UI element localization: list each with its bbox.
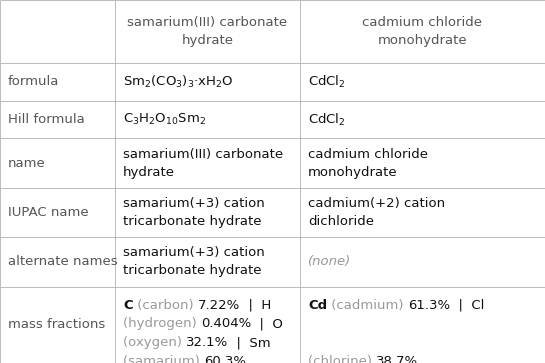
Text: mass fractions: mass fractions xyxy=(8,318,105,331)
Text: samarium(+3) cation
tricarbonate hydrate: samarium(+3) cation tricarbonate hydrate xyxy=(123,246,265,277)
Text: name: name xyxy=(8,156,46,170)
Text: cadmium chloride
monohydrate: cadmium chloride monohydrate xyxy=(362,16,482,47)
Text: Cd: Cd xyxy=(308,299,327,311)
Text: |  H: | H xyxy=(240,299,271,311)
Text: (carbon): (carbon) xyxy=(132,299,197,311)
Text: 60.3%: 60.3% xyxy=(204,355,246,363)
Text: cadmium(+2) cation
dichloride: cadmium(+2) cation dichloride xyxy=(308,197,445,228)
Text: samarium(+3) cation
tricarbonate hydrate: samarium(+3) cation tricarbonate hydrate xyxy=(123,197,265,228)
Text: IUPAC name: IUPAC name xyxy=(8,206,89,219)
Text: alternate names: alternate names xyxy=(8,256,118,268)
Text: Hill formula: Hill formula xyxy=(8,113,85,126)
Text: (none): (none) xyxy=(308,256,351,268)
Text: C$_3$H$_2$O$_{10}$Sm$_2$: C$_3$H$_2$O$_{10}$Sm$_2$ xyxy=(123,112,206,127)
Text: (chlorine): (chlorine) xyxy=(308,355,376,363)
Text: 0.404%: 0.404% xyxy=(201,317,251,330)
Text: CdCl$_2$: CdCl$_2$ xyxy=(308,74,346,90)
Text: C: C xyxy=(123,299,132,311)
Text: cadmium chloride
monohydrate: cadmium chloride monohydrate xyxy=(308,148,428,179)
Text: 32.1%: 32.1% xyxy=(186,336,228,349)
Text: (samarium): (samarium) xyxy=(123,355,204,363)
Text: |  Cl: | Cl xyxy=(450,299,485,311)
Text: samarium(III) carbonate
hydrate: samarium(III) carbonate hydrate xyxy=(128,16,288,47)
Text: |  O: | O xyxy=(251,317,283,330)
Text: Sm$_2$(CO$_3$)$_3$·xH$_2$O: Sm$_2$(CO$_3$)$_3$·xH$_2$O xyxy=(123,74,234,90)
Text: (oxygen): (oxygen) xyxy=(123,336,186,349)
Text: 7.22%: 7.22% xyxy=(197,299,240,311)
Text: 38.7%: 38.7% xyxy=(376,355,419,363)
Text: samarium(III) carbonate
hydrate: samarium(III) carbonate hydrate xyxy=(123,148,283,179)
Text: |  Sm: | Sm xyxy=(228,336,271,349)
Text: formula: formula xyxy=(8,75,59,88)
Text: CdCl$_2$: CdCl$_2$ xyxy=(308,111,346,127)
Text: (cadmium): (cadmium) xyxy=(327,299,408,311)
Text: 61.3%: 61.3% xyxy=(408,299,450,311)
Text: (hydrogen): (hydrogen) xyxy=(123,317,201,330)
